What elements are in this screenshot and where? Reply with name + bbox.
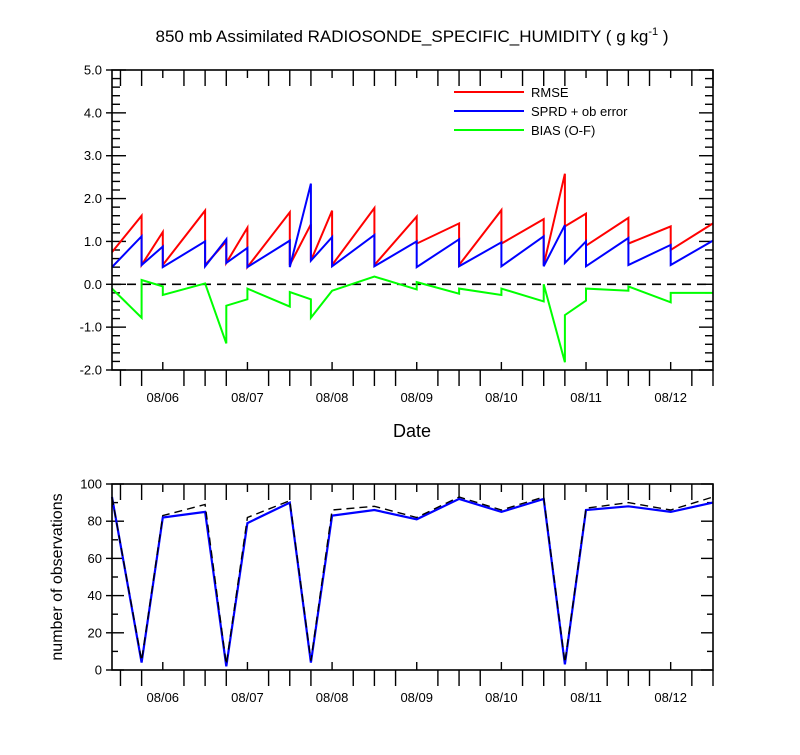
bottom-ytick-label: 100: [80, 477, 102, 492]
bottom-plot-frame: [111, 483, 714, 671]
top-panel: -2.0-1.00.01.02.03.04.05.0 08/06 08/07 08/…: [80, 63, 714, 441]
top-ytick-label: 5.0: [84, 63, 102, 78]
bottom-series: [110, 496, 714, 667]
y-axis-label: number of observations: [49, 493, 66, 660]
bottom-xtick-label: 08/08: [316, 690, 349, 705]
title-suffix: ): [658, 27, 668, 46]
top-ytick-label: -2.0: [80, 363, 102, 378]
rmse-line: [111, 173, 714, 271]
bottom-xtick-label: 08/11: [570, 690, 602, 705]
top-xtick-label: 08/11: [570, 390, 602, 405]
bottom-ytick-label: 60: [88, 551, 102, 566]
chart-title: 850 mb Assimilated RADIOSONDE_SPECIFIC_H…: [156, 26, 669, 46]
top-xtick-label: 08/10: [485, 390, 518, 405]
top-xtick-label: 08/09: [400, 390, 433, 405]
top-ticks: [106, 69, 714, 386]
legend: RMSE SPRD + ob error BIAS (O-F): [454, 85, 628, 138]
top-ytick-label: 4.0: [84, 105, 102, 120]
bottom-xtick-label: 08/10: [485, 690, 518, 705]
bottom-ytick-label: 0: [95, 663, 102, 678]
x-axis-label: Date: [393, 421, 431, 441]
top-xtick-label: 08/12: [654, 390, 687, 405]
legend-label: SPRD + ob error: [531, 104, 628, 119]
top-x-tick-labels: 08/06 08/07 08/08 08/09 08/10 08/11 08/12: [147, 390, 687, 405]
top-xtick-label: 08/08: [316, 390, 349, 405]
obs-possible-line: [111, 496, 714, 665]
top-xtick-label: 08/07: [231, 390, 264, 405]
top-y-tick-labels: -2.0 -1.0 0.0 1.0 2.0 3.0 4.0 5.0: [80, 63, 102, 378]
legend-label: BIAS (O-F): [531, 123, 595, 138]
top-plot-frame: [111, 69, 714, 371]
bottom-y-tick-labels: 0 20 40 60 80 100: [80, 477, 102, 678]
title-superscript: -1: [648, 26, 658, 38]
bottom-xtick-label: 08/09: [400, 690, 433, 705]
bottom-ytick-label: 80: [88, 514, 102, 529]
bottom-ytick-label: 40: [88, 588, 102, 603]
top-xtick-label: 08/06: [147, 390, 180, 405]
bottom-xtick-label: 08/06: [147, 690, 180, 705]
top-ytick-label: 3.0: [84, 148, 102, 163]
bottom-xtick-label: 08/07: [231, 690, 264, 705]
bias-line: [111, 275, 713, 363]
top-ytick-label: 1.0: [84, 234, 102, 249]
bottom-ytick-label: 20: [88, 625, 102, 640]
legend-label: RMSE: [531, 85, 569, 100]
bottom-x-tick-labels: 08/06 08/07 08/08 08/09 08/10 08/11 08/12: [147, 690, 687, 705]
bottom-xtick-label: 08/12: [654, 690, 687, 705]
top-ytick-label: -1.0: [80, 320, 102, 335]
top-series: [111, 173, 714, 363]
title-prefix: 850 mb Assimilated RADIOSONDE_SPECIFIC_H…: [156, 27, 649, 46]
spread-line: [111, 183, 714, 270]
bottom-ticks: [106, 483, 714, 686]
top-ytick-label: 2.0: [84, 191, 102, 206]
obs-assimilated-line: [110, 496, 714, 667]
top-ytick-label: 0.0: [84, 277, 102, 292]
